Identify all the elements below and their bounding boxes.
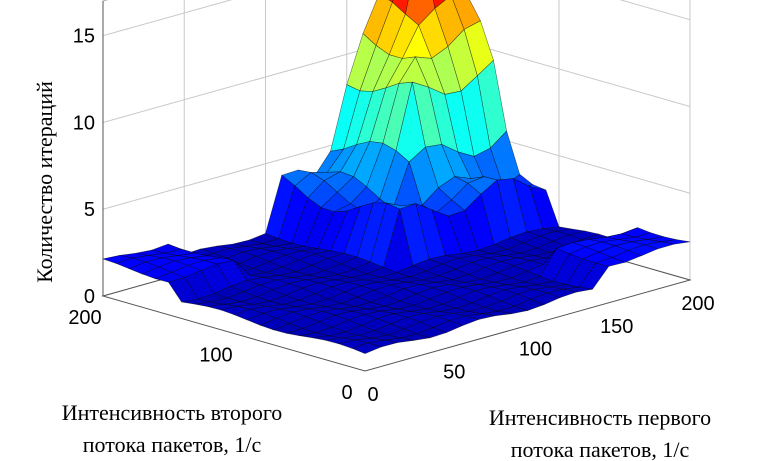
z-tick-label: 0: [84, 286, 95, 308]
z-tick-label: 5: [84, 199, 95, 221]
x-tick-label: 150: [600, 316, 633, 338]
x-tick-label: 0: [367, 384, 378, 406]
y-tick-label: 0: [341, 382, 352, 404]
x-tick-label: 100: [519, 339, 552, 361]
surface-patch: [351, 342, 383, 354]
y-tick-label: 200: [68, 307, 101, 329]
y-tick-label: 100: [199, 345, 232, 367]
y-axis-label-line1: Интенсивность второго: [62, 400, 283, 425]
grid-line-z: [102, 0, 691, 37]
x-tick-label: 50: [443, 361, 465, 383]
z-tick-label: 15: [73, 26, 95, 48]
x-tick-label: 200: [681, 293, 714, 315]
z-tick-label: 10: [73, 112, 95, 134]
z-axis-label: Количество итераций: [32, 81, 57, 283]
surface-layer: [101, 0, 691, 354]
y-axis-label-line2: потока пакетов, 1/с: [83, 432, 262, 457]
x-axis-label-line1: Интенсивность первого: [489, 405, 711, 430]
x-axis-label-line2: потока пакетов, 1/с: [511, 437, 690, 461]
